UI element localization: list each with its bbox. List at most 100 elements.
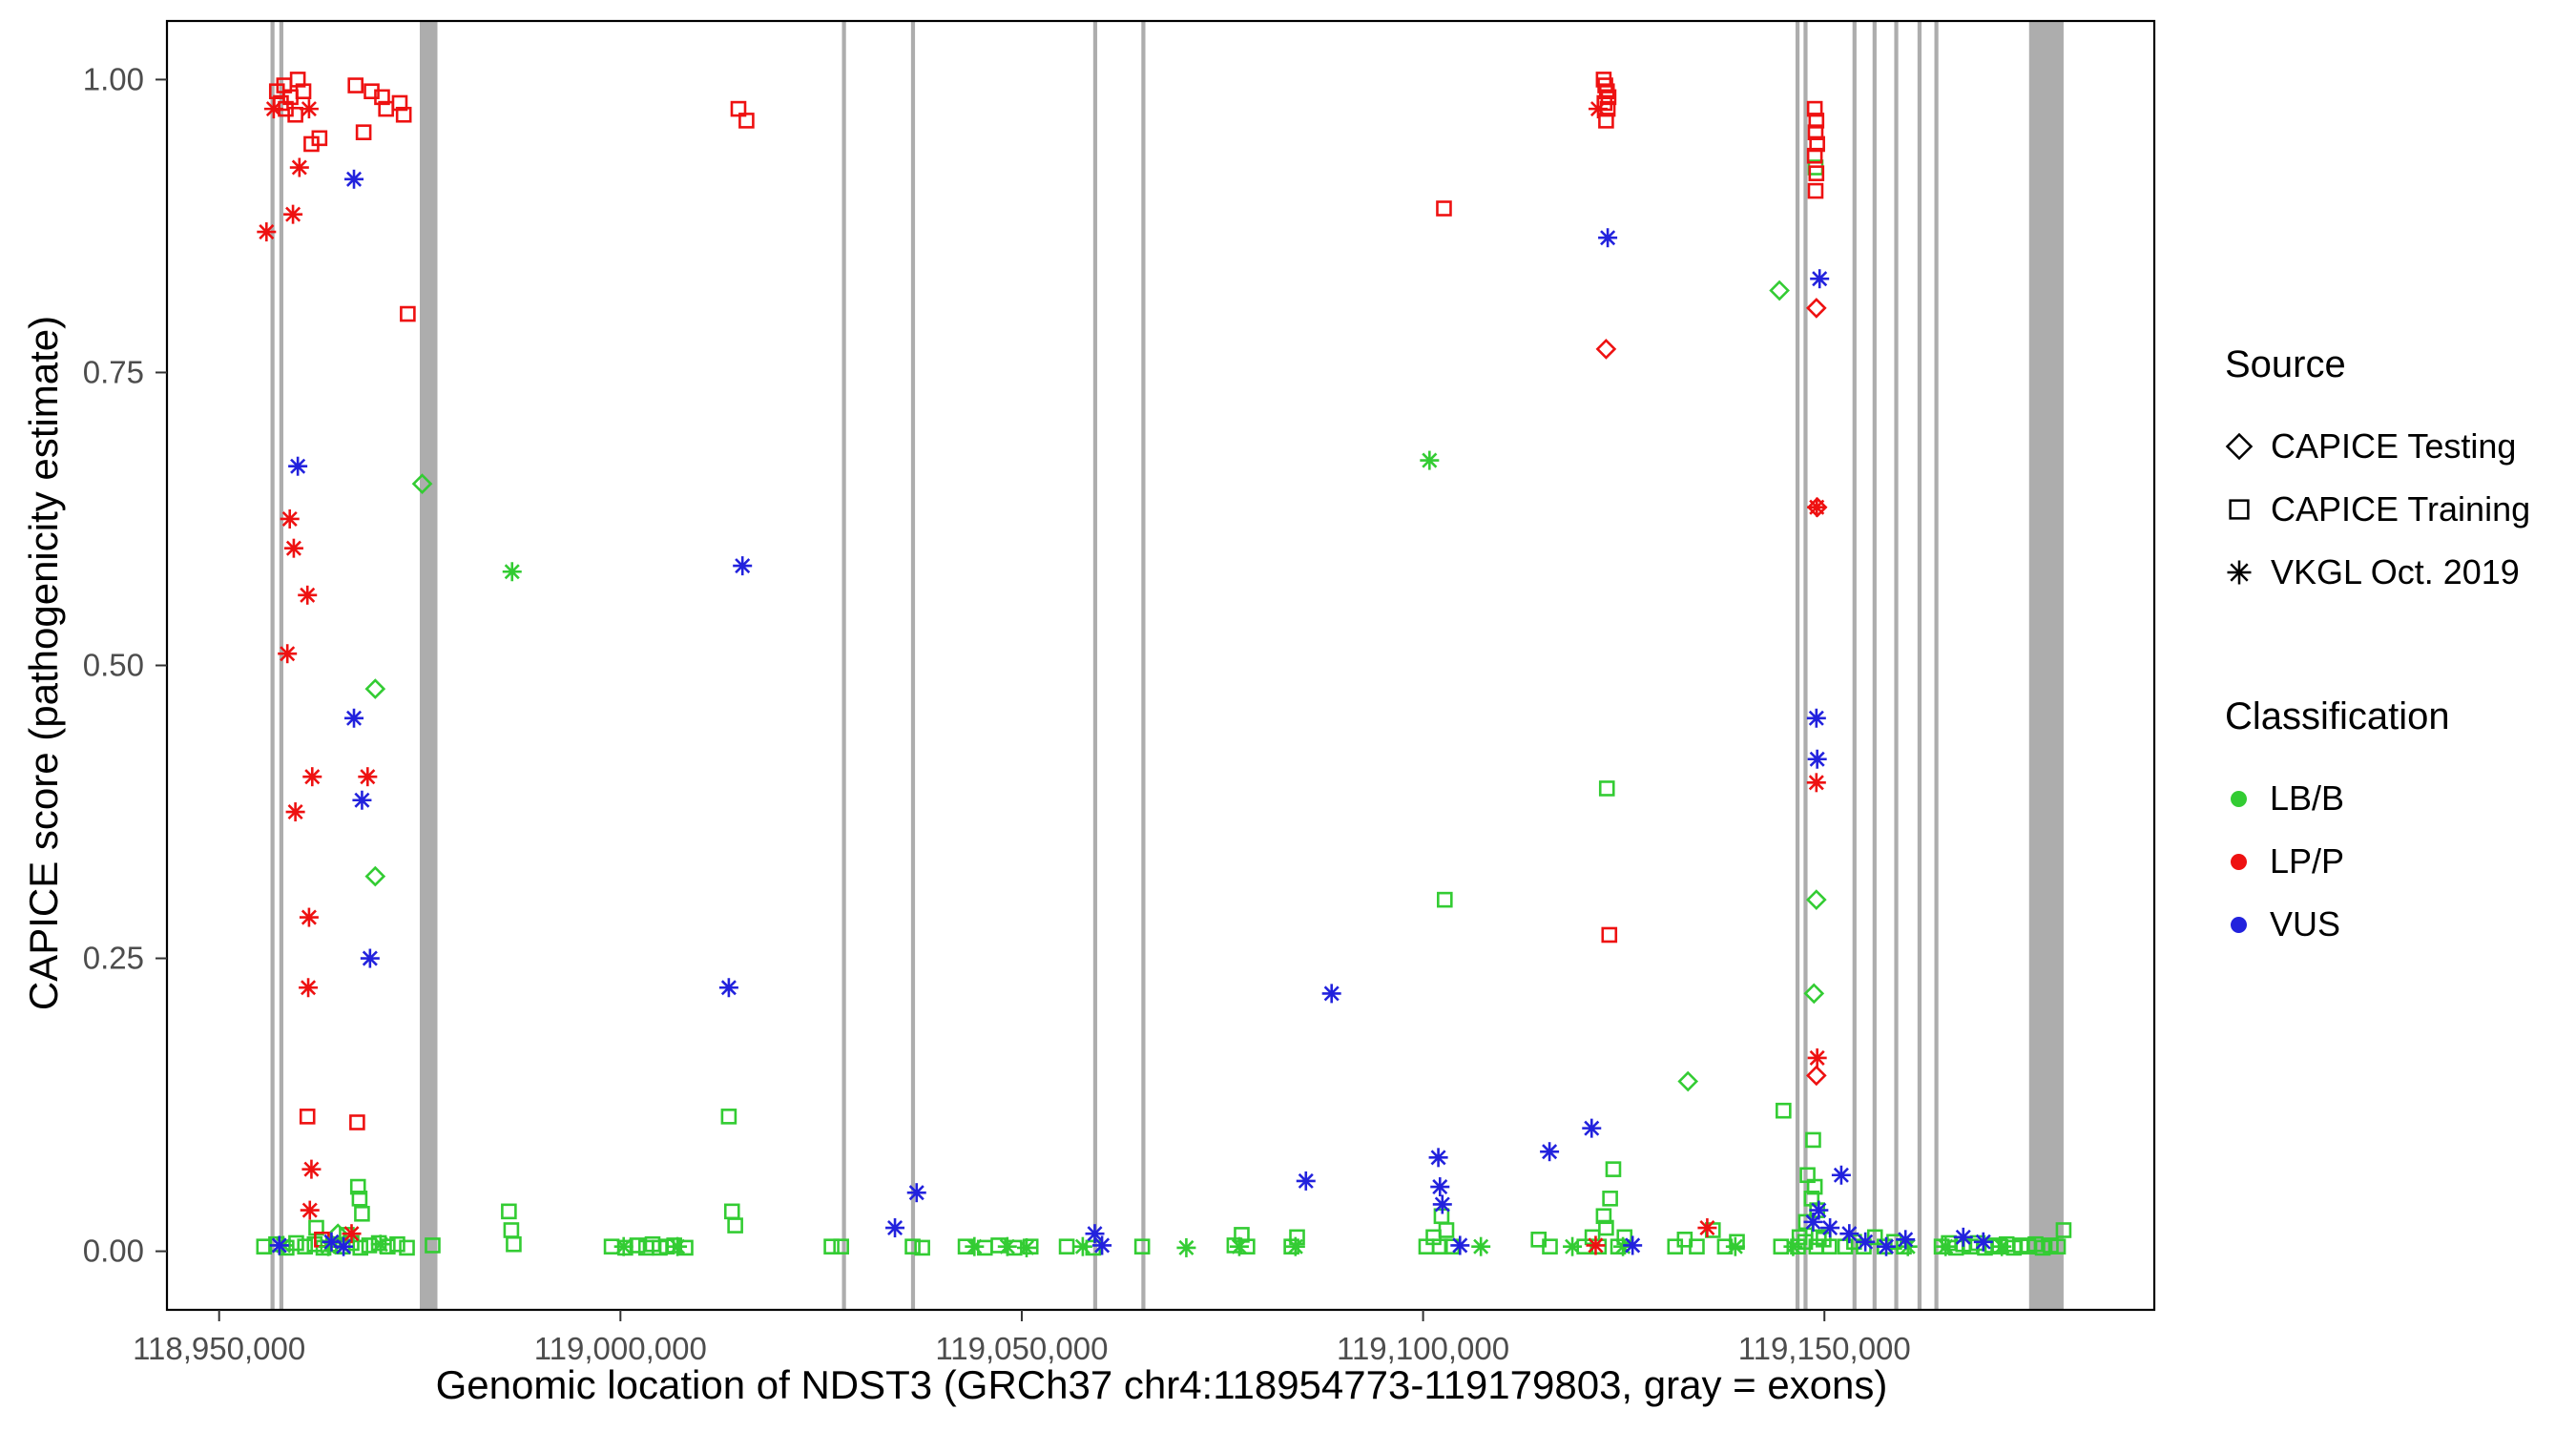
data-point: [1017, 1237, 1037, 1257]
data-point: [1806, 147, 1823, 164]
data-point: [1810, 269, 1830, 289]
data-point: [364, 678, 386, 699]
data-point: [904, 1238, 921, 1255]
data-point: [1877, 1236, 1897, 1256]
data-point: [885, 1218, 905, 1238]
legend-label: VKGL Oct. 2019: [2271, 552, 2520, 591]
data-point: [1437, 891, 1453, 908]
legend-item-lbb: LB/B: [2225, 767, 2576, 830]
data-point: [730, 100, 747, 117]
y-tick-label: 0.00: [83, 1234, 144, 1269]
exon-bar: [1872, 21, 1877, 1310]
legend-label: VUS: [2270, 904, 2341, 944]
data-point: [1809, 135, 1825, 153]
legend-item-capice-testing: CAPICE Testing: [2225, 415, 2576, 478]
data-point: [364, 865, 386, 887]
data-point: [349, 1114, 365, 1130]
data-point: [1072, 1236, 1092, 1256]
data-point: [311, 130, 328, 147]
data-point: [289, 157, 309, 177]
data-point: [1285, 1236, 1305, 1256]
x-tick-label: 119,050,000: [935, 1331, 1108, 1366]
data-point: [1586, 1235, 1606, 1255]
data-point: [1595, 1208, 1612, 1225]
square-icon: [2229, 499, 2250, 520]
data-point: [1697, 1218, 1717, 1238]
data-point: [1450, 1235, 1470, 1255]
diamond-icon: [2225, 432, 2254, 461]
data-point: [351, 1191, 368, 1207]
legend-source-group: Source CAPICE Testing CAPICE Training: [2225, 343, 2576, 604]
x-tick-label: 119,000,000: [534, 1331, 707, 1366]
legend-item-vkgl: VKGL Oct. 2019: [2225, 541, 2576, 604]
legend-label: LP/P: [2270, 841, 2345, 881]
data-point: [1588, 99, 1608, 119]
data-point: [1689, 1238, 1705, 1255]
data-point: [997, 1236, 1017, 1256]
data-point: [400, 305, 416, 322]
data-point: [1436, 200, 1452, 217]
data-point: [342, 1224, 362, 1244]
data-point: [1438, 1222, 1455, 1238]
data-point: [1598, 228, 1618, 248]
data-point: [1321, 984, 1341, 1004]
data-point: [285, 802, 305, 822]
exon-bar: [1852, 21, 1857, 1310]
data-point: [280, 508, 300, 529]
data-point: [269, 1235, 289, 1255]
asterisk-icon: [2227, 560, 2252, 585]
data-point: [1582, 1118, 1602, 1138]
data-point: [299, 99, 319, 119]
data-point: [1776, 1102, 1792, 1119]
y-tick-label: 0.75: [83, 354, 144, 389]
data-point: [501, 1203, 517, 1220]
data-point: [349, 1178, 366, 1195]
data-point: [1806, 773, 1826, 793]
data-point: [1432, 1194, 1452, 1214]
data-point: [727, 1217, 743, 1234]
data-point: [352, 790, 372, 810]
data-point: [360, 948, 380, 968]
data-point: [2034, 1239, 2051, 1256]
x-tick-label: 119,150,000: [1738, 1331, 1911, 1366]
data-point: [1953, 1227, 1973, 1247]
data-point: [1229, 1236, 1249, 1256]
exon-bar: [1795, 21, 1800, 1310]
data-point: [720, 1109, 737, 1125]
data-point: [1808, 113, 1825, 129]
data-point: [298, 585, 318, 605]
data-point: [2049, 1238, 2067, 1255]
x-tick-label: 118,950,000: [133, 1331, 305, 1366]
data-point: [723, 1203, 740, 1220]
data-point: [1820, 1218, 1840, 1238]
legend: Source CAPICE Testing CAPICE Training: [2225, 343, 2576, 956]
data-point: [906, 1183, 926, 1203]
exon-bar: [1894, 21, 1899, 1310]
data-point: [352, 1239, 369, 1256]
data-point: [374, 89, 390, 106]
data-point: [1085, 1224, 1105, 1244]
data-point: [1896, 1230, 1916, 1250]
legend-item-vus: VUS: [2225, 893, 2576, 956]
data-point: [1807, 1047, 1827, 1068]
data-point: [1092, 1235, 1112, 1255]
legend-label: CAPICE Training: [2271, 489, 2531, 529]
exon-bar: [1803, 21, 1808, 1310]
data-point: [1602, 1191, 1618, 1207]
data-point: [1605, 1161, 1622, 1177]
data-point: [425, 1237, 441, 1254]
legend-item-lpp: LP/P: [2225, 830, 2576, 893]
data-point: [668, 1236, 688, 1256]
data-point: [1805, 298, 1827, 319]
data-point: [1806, 708, 1826, 728]
exon-bar: [270, 21, 275, 1310]
data-point: [344, 708, 364, 728]
data-point: [1769, 280, 1790, 301]
data-point: [358, 767, 378, 787]
data-point: [322, 1232, 342, 1252]
data-point: [299, 978, 319, 998]
data-point: [288, 1234, 304, 1252]
data-point: [1803, 983, 1825, 1005]
exon-bar: [2028, 21, 2064, 1310]
